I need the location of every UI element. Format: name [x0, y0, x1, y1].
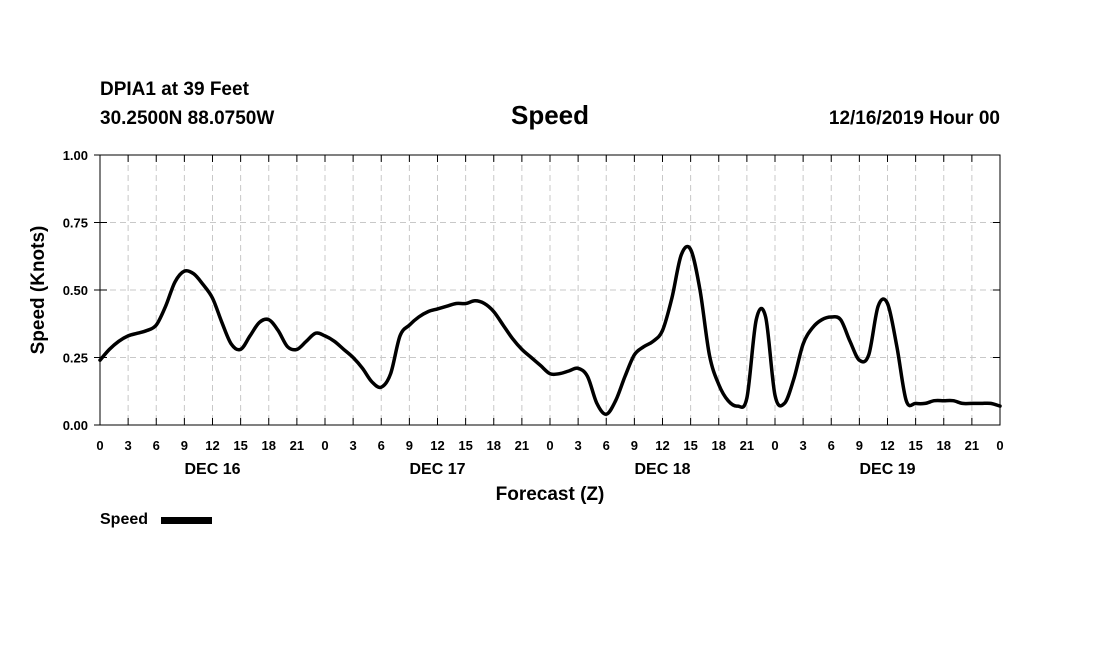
series-group	[98, 244, 1002, 416]
x-tick-label: 21	[965, 438, 979, 453]
x-tick-label: 12	[205, 438, 219, 453]
day-label: DEC 16	[184, 461, 240, 478]
x-tick-label: 18	[937, 438, 951, 453]
legend-label: Speed	[100, 511, 148, 528]
x-tick-label: 0	[771, 438, 778, 453]
x-tick-label: 18	[712, 438, 726, 453]
series-line-speed	[98, 244, 1002, 416]
x-tick-label: 9	[181, 438, 188, 453]
x-axis-tick-labels: 0 3 6 9 12 15 18 21 0 3 6 9 12 15 18 21 0 3 6 9 12 15 18 21 0 3 6 9…	[96, 438, 1003, 453]
x-tick-label: 6	[603, 438, 610, 453]
x-tick-label: 0	[96, 438, 103, 453]
x-tick-label: 12	[430, 438, 444, 453]
x-axis-title: Forecast (Z)	[496, 484, 605, 505]
x-tick-label: 6	[378, 438, 385, 453]
y-axis-title: Speed (Knots)	[28, 226, 49, 355]
legend: Speed	[100, 511, 212, 528]
x-tick-label: 15	[683, 438, 697, 453]
station-label: DPIA1 at 39 Feet	[100, 79, 250, 100]
x-tick-label: 15	[458, 438, 472, 453]
x-tick-label: 6	[153, 438, 160, 453]
y-tick-label: 0.25	[63, 351, 88, 366]
x-tick-label: 9	[406, 438, 413, 453]
x-tick-label: 0	[996, 438, 1003, 453]
x-tick-label: 0	[321, 438, 328, 453]
run-time-label: 12/16/2019 Hour 00	[829, 108, 1000, 129]
x-tick-label: 15	[233, 438, 247, 453]
day-labels: DEC 16 DEC 17 DEC 18 DEC 19	[184, 461, 915, 478]
location-label: 30.2500N 88.0750W	[100, 108, 274, 129]
chart-title: Speed	[511, 100, 589, 130]
x-tick-label: 18	[487, 438, 501, 453]
x-tick-label: 0	[546, 438, 553, 453]
x-tick-label: 12	[655, 438, 669, 453]
x-tick-label: 12	[880, 438, 894, 453]
x-tick-label: 21	[290, 438, 304, 453]
x-tick-label: 21	[515, 438, 529, 453]
day-label: DEC 17	[409, 461, 465, 478]
day-label: DEC 19	[859, 461, 915, 478]
day-label: DEC 18	[634, 461, 690, 478]
x-tick-label: 3	[800, 438, 807, 453]
y-tick-label: 1.00	[63, 148, 88, 163]
axis-ticks	[94, 154, 1001, 426]
x-tick-label: 3	[125, 438, 132, 453]
legend-swatch	[161, 517, 212, 524]
x-tick-label: 9	[631, 438, 638, 453]
x-tick-label: 6	[828, 438, 835, 453]
x-tick-label: 3	[575, 438, 582, 453]
y-tick-label: 0.50	[63, 283, 88, 298]
header: DPIA1 at 39 Feet 30.2500N 88.0750W Speed…	[100, 79, 1000, 130]
x-tick-label: 15	[908, 438, 922, 453]
x-tick-label: 9	[856, 438, 863, 453]
y-tick-label: 0.75	[63, 216, 88, 231]
x-tick-label: 18	[262, 438, 276, 453]
grid	[100, 155, 1000, 425]
y-axis-tick-labels: 0.00 0.25 0.50 0.75 1.00	[63, 148, 88, 433]
y-tick-label: 0.00	[63, 418, 88, 433]
x-tick-label: 21	[740, 438, 754, 453]
x-tick-label: 3	[350, 438, 357, 453]
